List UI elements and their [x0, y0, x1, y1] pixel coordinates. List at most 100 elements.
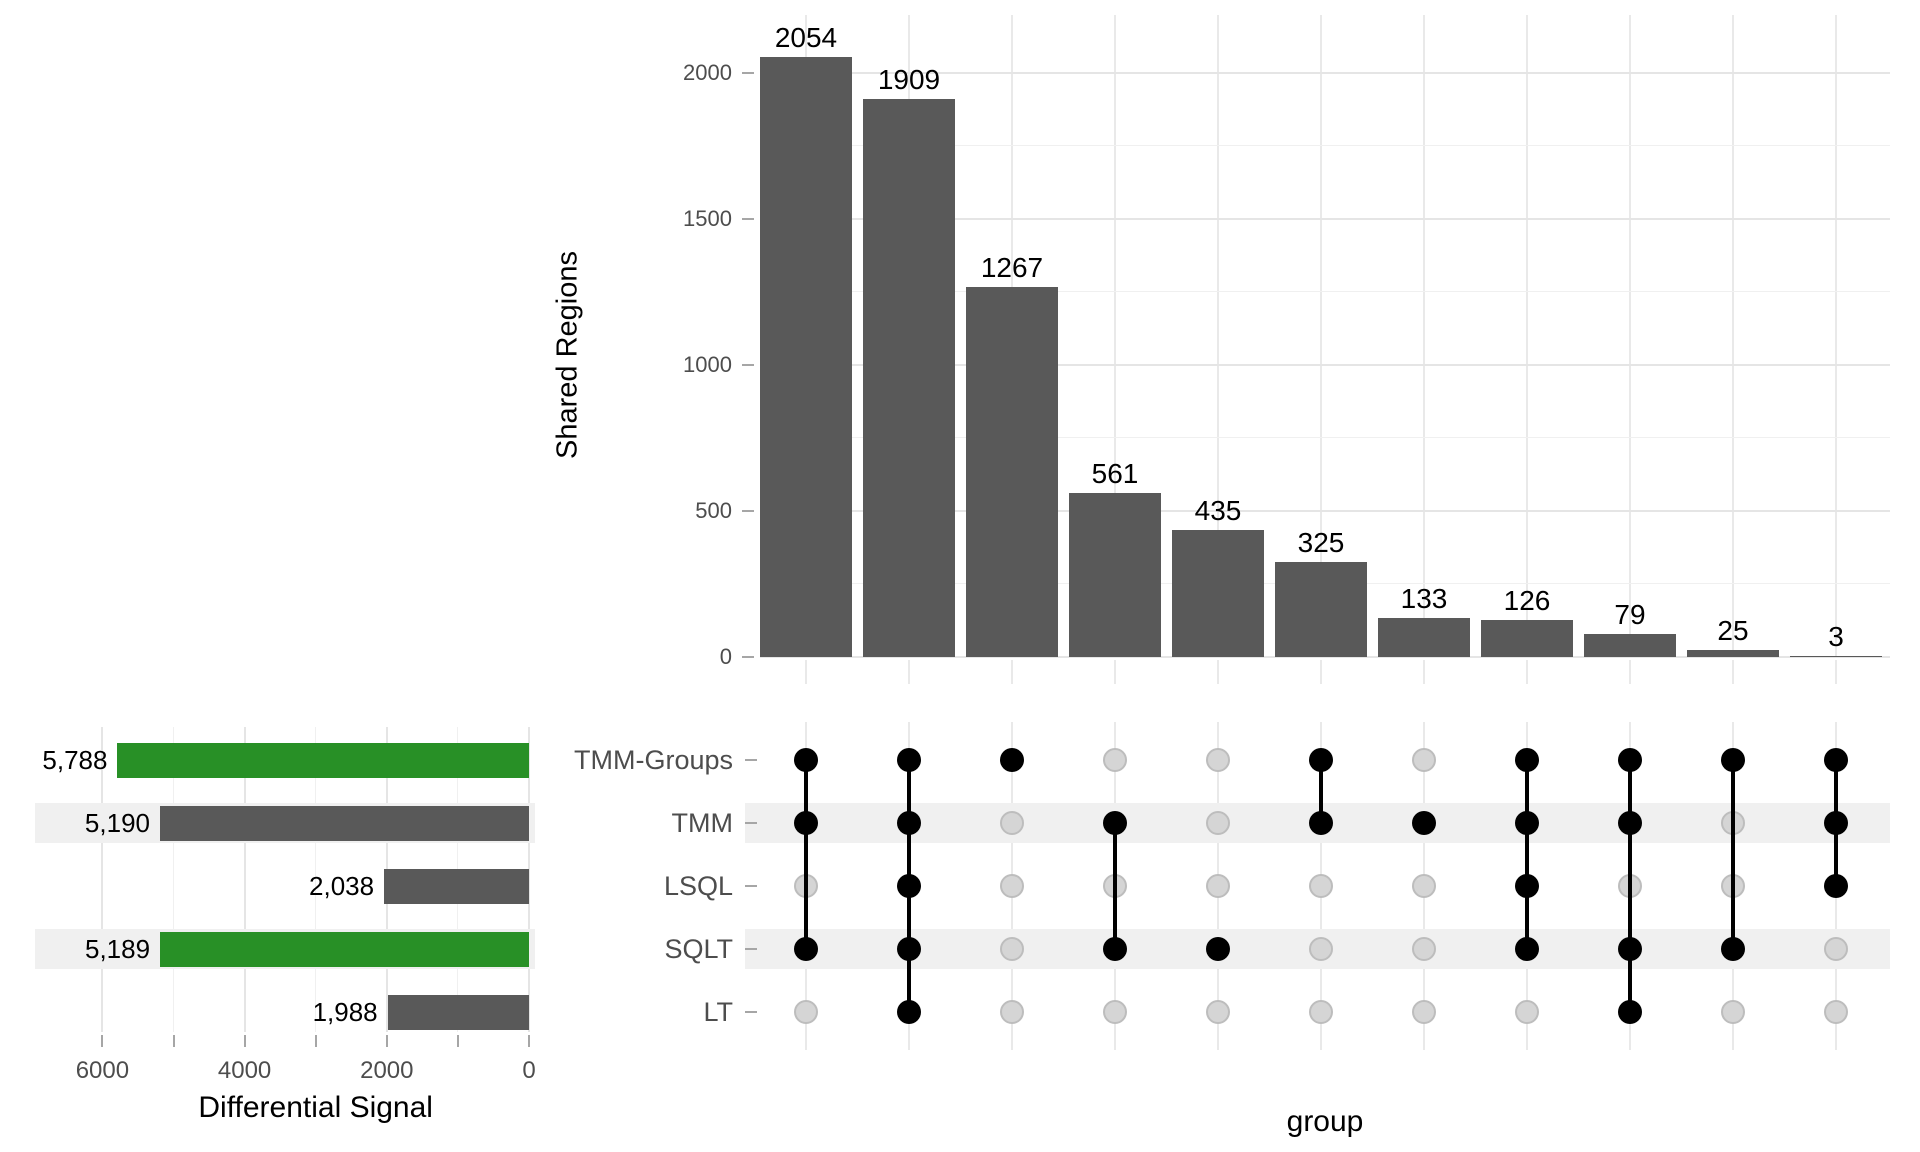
matrix-column-tick — [1629, 660, 1631, 684]
matrix-dot-on — [1515, 811, 1539, 835]
column-gridline — [1732, 15, 1734, 657]
matrix-dot-off — [1103, 748, 1127, 772]
row-tick-mark — [745, 759, 757, 761]
group-axis-title: group — [1286, 1105, 1364, 1138]
matrix-dot-off — [1000, 874, 1024, 898]
differential-signal-axis-title: Differential Signal — [198, 1091, 433, 1124]
intersection-value-label: 1267 — [980, 251, 1044, 283]
x-axis-tick-mark — [528, 1035, 530, 1047]
x-axis-tick-mark — [314, 1035, 317, 1047]
matrix-dot-off — [1824, 937, 1848, 961]
intersection-value-label: 2054 — [774, 21, 838, 53]
matrix-column-tick — [1320, 660, 1322, 684]
matrix-dot-on — [794, 811, 818, 835]
matrix-column-tick — [1217, 660, 1219, 684]
matrix-dot-on — [897, 748, 921, 772]
column-gridline — [1629, 15, 1631, 657]
matrix-dot-on — [1824, 748, 1848, 772]
major-gridline — [528, 727, 530, 1032]
x-axis-tick-mark — [385, 1035, 388, 1047]
matrix-column-tick — [1526, 660, 1528, 684]
matrix-dot-off — [1309, 937, 1333, 961]
matrix-dot-off — [1103, 1000, 1127, 1024]
x-axis-tick-mark — [101, 1035, 104, 1047]
intersection-bar — [1275, 562, 1367, 657]
minor-gridline — [760, 145, 1890, 147]
matrix-dot-off — [1824, 1000, 1848, 1024]
matrix-connector — [1628, 760, 1632, 1012]
column-gridline — [1320, 15, 1322, 657]
matrix-connector — [1525, 760, 1529, 949]
column-gridline — [1423, 15, 1425, 657]
set-size-value-label: 5,788 — [42, 745, 108, 775]
y-axis-tick-mark — [742, 217, 754, 220]
intersection-bar — [1687, 649, 1779, 657]
matrix-dot-off — [1206, 811, 1230, 835]
y-axis-tick-label: 1500 — [683, 205, 732, 231]
matrix-dot-off — [1412, 1000, 1436, 1024]
matrix-column-tick — [1423, 660, 1425, 684]
matrix-dot-off — [1206, 748, 1230, 772]
intersection-value-label: 25 — [1717, 614, 1749, 646]
matrix-dot-on — [794, 748, 818, 772]
set-size-value-label: 5,190 — [84, 808, 150, 838]
matrix-dot-off — [794, 1000, 818, 1024]
matrix-row-label-lsql: LSQL — [663, 871, 733, 901]
major-gridline — [760, 217, 1890, 220]
intersection-value-label: 133 — [1400, 583, 1448, 615]
matrix-row-label-tmm-groups: TMM-Groups — [573, 745, 733, 775]
matrix-dot-off — [1412, 748, 1436, 772]
minor-gridline — [315, 727, 317, 1032]
y-axis-tick-label: 0 — [719, 644, 732, 669]
x-axis-tick-mark — [243, 1035, 246, 1047]
matrix-dot-off — [1721, 1000, 1745, 1024]
matrix-dot-on — [897, 874, 921, 898]
row-tick-mark — [745, 885, 757, 887]
matrix-dot-on — [1206, 937, 1230, 961]
x-axis-tick-mark — [172, 1035, 175, 1047]
matrix-dot-on — [1618, 937, 1642, 961]
major-gridline — [101, 727, 104, 1032]
matrix-dot-on — [1824, 874, 1848, 898]
column-gridline — [1114, 15, 1116, 657]
matrix-column-tick — [1011, 660, 1013, 684]
y-axis-tick-mark — [742, 363, 754, 366]
matrix-dot-on — [1515, 748, 1539, 772]
row-tick-mark — [745, 822, 757, 824]
column-gridline — [1835, 15, 1837, 657]
intersection-bar — [1584, 633, 1676, 657]
matrix-dot-on — [1412, 811, 1436, 835]
intersection-value-label: 126 — [1503, 585, 1551, 617]
matrix-dot-off — [1000, 811, 1024, 835]
matrix-column-tick — [1732, 660, 1734, 684]
intersection-value-label: 325 — [1297, 527, 1345, 559]
matrix-dot-off — [1206, 874, 1230, 898]
intersection-value-label: 79 — [1614, 598, 1646, 630]
y-axis-tick-mark — [742, 656, 754, 658]
intersection-bar — [863, 99, 955, 657]
matrix-column-tick — [1835, 660, 1837, 684]
matrix-dot-on — [1515, 937, 1539, 961]
matrix-dot-on — [1721, 748, 1745, 772]
matrix-row-label-sqlt: SQLT — [664, 934, 733, 964]
matrix-column-tick — [805, 660, 807, 684]
matrix-connector — [1731, 760, 1735, 949]
set-size-value-label: 1,988 — [312, 997, 378, 1027]
minor-gridline — [760, 437, 1890, 439]
matrix-connector — [1319, 760, 1323, 823]
matrix-dot-off — [1000, 1000, 1024, 1024]
set-size-bar — [117, 742, 529, 778]
matrix-dot-off — [1412, 937, 1436, 961]
set-size-bar — [384, 868, 529, 904]
column-gridline — [1217, 15, 1219, 657]
intersection-bar — [1481, 620, 1573, 657]
major-gridline — [243, 727, 246, 1032]
matrix-dot-on — [1618, 748, 1642, 772]
intersection-value-label: 435 — [1194, 494, 1242, 526]
intersection-bar — [760, 56, 852, 657]
set-size-bar — [159, 805, 529, 841]
set-size-bar — [387, 994, 529, 1030]
matrix-dot-on — [794, 937, 818, 961]
intersection-value-label: 1909 — [877, 64, 941, 96]
